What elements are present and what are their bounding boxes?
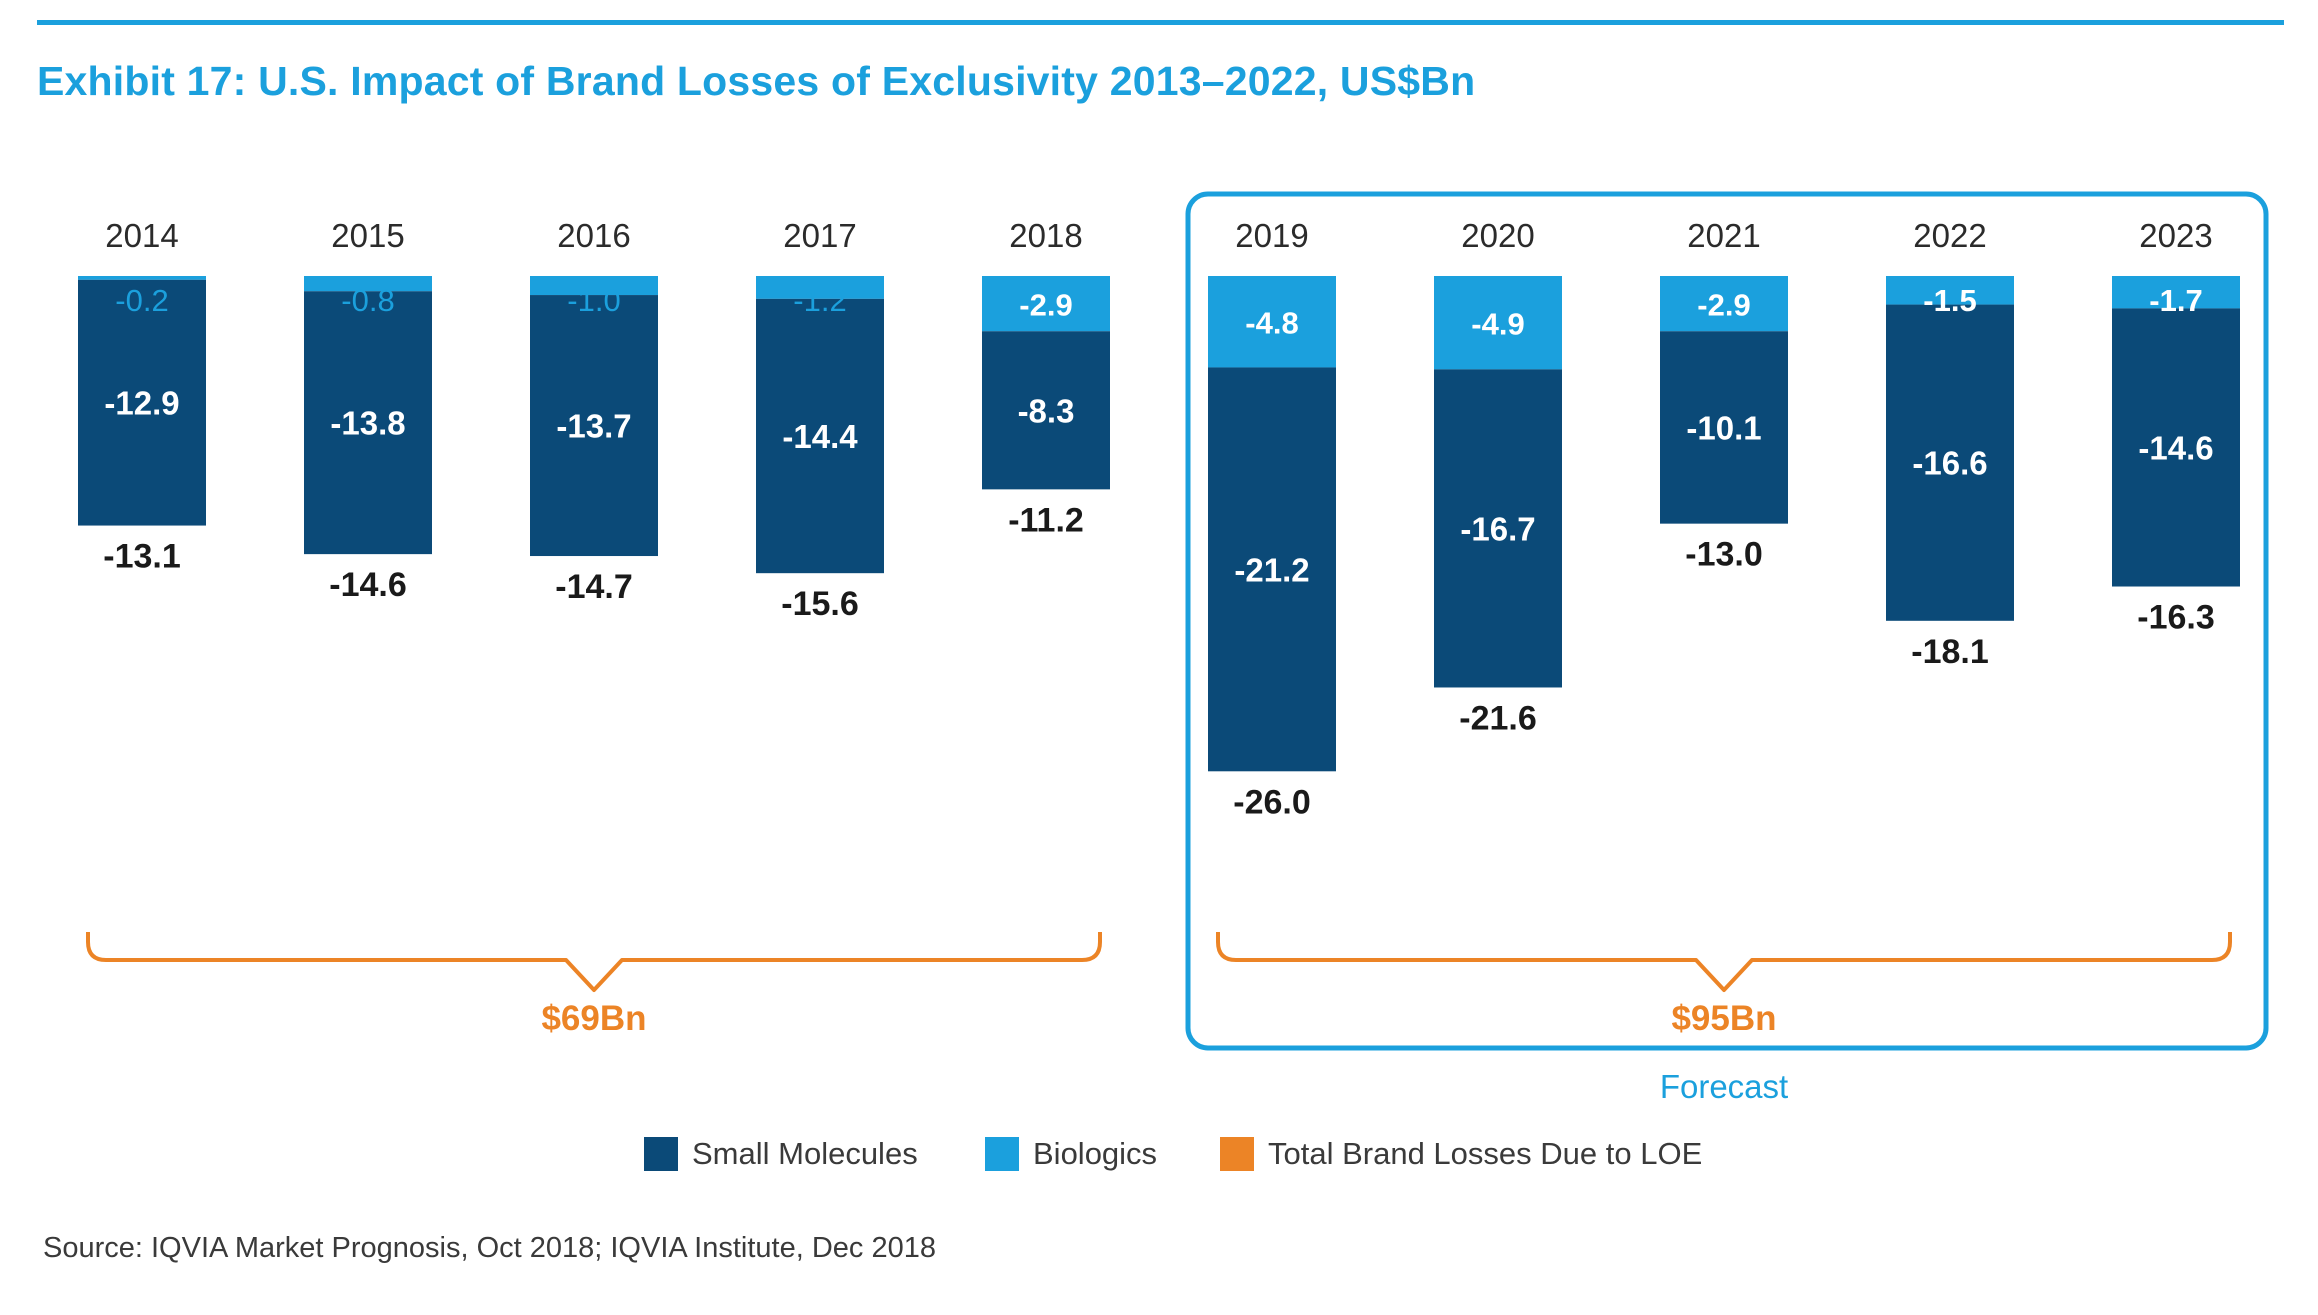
bar-small-molecules xyxy=(304,291,432,555)
x-tick-label: 2020 xyxy=(1461,217,1534,254)
total-label: -13.0 xyxy=(1685,536,1763,574)
bar-small-molecules xyxy=(1434,369,1562,688)
bracket-forecast xyxy=(1216,932,2232,992)
data-label-small-molecules: -8.3 xyxy=(1018,392,1075,429)
bar-biologics xyxy=(1660,276,1788,332)
bar-biologics xyxy=(530,276,658,296)
legend-label-biologics: Biologics xyxy=(1033,1136,1158,1171)
data-label-small-molecules: -21.2 xyxy=(1234,551,1309,588)
legend-swatch-biologics xyxy=(985,1137,1019,1171)
data-label-biologics: -2.9 xyxy=(1019,288,1072,323)
data-label-biologics: -1.2 xyxy=(793,283,846,318)
forecast-box xyxy=(1185,191,2269,1051)
data-label-small-molecules: -16.7 xyxy=(1460,510,1535,547)
x-tick-label: 2018 xyxy=(1009,217,1082,254)
data-label-biologics: -0.2 xyxy=(115,283,168,318)
bar-small-molecules xyxy=(78,279,206,526)
bar-small-molecules xyxy=(530,295,658,557)
legend-label-small-molecules: Small Molecules xyxy=(692,1136,918,1171)
total-label: -14.6 xyxy=(329,566,407,604)
data-label-small-molecules: -12.9 xyxy=(104,385,179,422)
source-note: Source: IQVIA Market Prognosis, Oct 2018… xyxy=(43,1232,936,1264)
data-label-small-molecules: -13.8 xyxy=(330,405,405,442)
x-tick-label: 2019 xyxy=(1235,217,1308,254)
bracket-historical xyxy=(86,932,1102,992)
total-label: -26.0 xyxy=(1233,783,1311,821)
x-tick-label: 2021 xyxy=(1687,217,1760,254)
total-label: -11.2 xyxy=(1008,501,1084,539)
legend: Small Molecules Biologics Total Brand Lo… xyxy=(0,1129,2318,1179)
total-label: -13.1 xyxy=(103,538,181,576)
x-tick-label: 2017 xyxy=(783,217,856,254)
data-label-biologics: -4.8 xyxy=(1245,306,1298,341)
x-tick-label: 2016 xyxy=(557,217,630,254)
forecast-label: Forecast xyxy=(1660,1068,1788,1105)
data-label-biologics: -1.0 xyxy=(567,283,620,318)
total-label: -14.7 xyxy=(555,568,633,606)
bar-small-molecules xyxy=(982,331,1110,490)
legend-item-total-loe: Total Brand Losses Due to LOE xyxy=(1220,1129,1702,1179)
bar-biologics xyxy=(2112,276,2240,309)
chart-title: Exhibit 17: U.S. Impact of Brand Losses … xyxy=(37,58,1476,104)
total-label: -21.6 xyxy=(1459,699,1537,737)
legend-item-biologics: Biologics xyxy=(985,1129,1157,1179)
bracket-total-label: $69Bn xyxy=(541,999,646,1038)
bar-biologics xyxy=(1886,276,2014,305)
legend-item-small-molecules: Small Molecules xyxy=(644,1129,918,1179)
data-label-small-molecules: -14.4 xyxy=(782,418,858,455)
legend-swatch-small-molecules xyxy=(644,1137,678,1171)
data-label-small-molecules: -14.6 xyxy=(2138,429,2213,466)
bar-biologics xyxy=(1208,276,1336,368)
x-tick-label: 2015 xyxy=(331,217,404,254)
x-tick-label: 2014 xyxy=(105,217,178,254)
data-label-biologics: -1.7 xyxy=(2149,283,2202,318)
bar-small-molecules xyxy=(1208,367,1336,772)
data-label-biologics: -4.9 xyxy=(1471,307,1524,342)
legend-swatch-total-loe xyxy=(1220,1137,1254,1171)
bar-biologics xyxy=(982,276,1110,332)
bar-small-molecules xyxy=(756,298,884,574)
data-label-biologics: -1.5 xyxy=(1923,283,1976,318)
top-rule xyxy=(37,20,2284,25)
data-label-small-molecules: -13.7 xyxy=(556,408,631,445)
data-label-biologics: -2.9 xyxy=(1697,288,1750,323)
bar-biologics xyxy=(1434,276,1562,370)
bracket-total-label: $95Bn xyxy=(1671,999,1776,1038)
data-label-biologics: -0.8 xyxy=(341,283,394,318)
total-label: -15.6 xyxy=(781,585,859,623)
bar-small-molecules xyxy=(1660,331,1788,524)
legend-label-total-loe: Total Brand Losses Due to LOE xyxy=(1268,1136,1703,1171)
bar-small-molecules xyxy=(1886,304,2014,621)
x-tick-label: 2022 xyxy=(1913,217,1986,254)
bar-biologics xyxy=(304,276,432,292)
data-label-small-molecules: -10.1 xyxy=(1686,409,1761,446)
total-label: -18.1 xyxy=(1911,633,1989,671)
bar-small-molecules xyxy=(2112,308,2240,587)
total-label: -16.3 xyxy=(2137,599,2215,637)
bar-biologics xyxy=(78,276,206,280)
x-tick-label: 2023 xyxy=(2139,217,2212,254)
bar-biologics xyxy=(756,276,884,299)
data-label-small-molecules: -16.6 xyxy=(1912,445,1987,482)
